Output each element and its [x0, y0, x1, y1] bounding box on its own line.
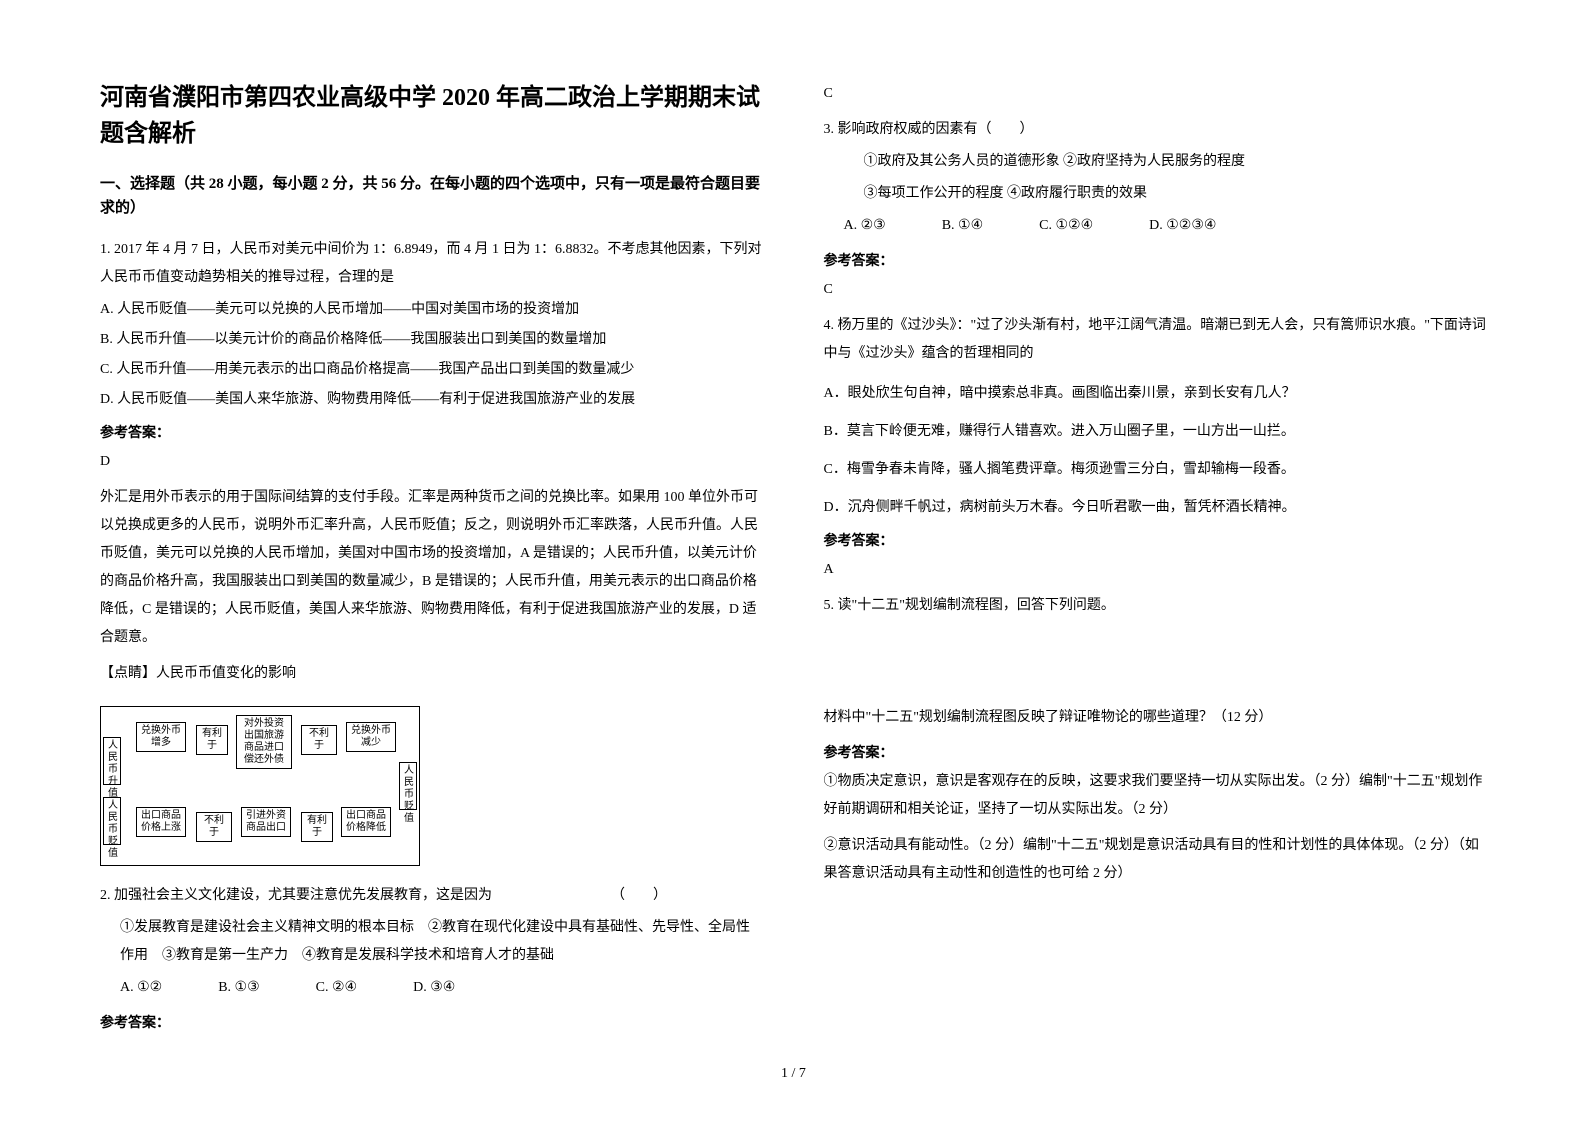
q1-opt-a: A. 人民币贬值——美元可以兑换的人民币增加——中国对美国市场的投资增加	[100, 296, 764, 324]
q1-stem: 1. 2017 年 4 月 7 日，人民币对美元中间价为 1：6.8949，而 …	[100, 236, 764, 292]
q1-answer: D	[100, 448, 764, 476]
q4-answer-label: 参考答案：	[824, 528, 1488, 556]
q5-ans2: ②意识活动具有能动性。（2 分）编制"十二五"规划是意识活动具有目的性和计划性的…	[824, 832, 1488, 888]
diagram-box1: 兑换外币增多	[136, 722, 186, 752]
left-column: 河南省濮阳市第四农业高级中学 2020 年高二政治上学期期末试题含解析 一、选择…	[100, 80, 764, 1046]
q4-opt-a: A．眼处欣生句自神，暗中摸索总非真。画图临出秦川景，亲到长安有几人？	[824, 380, 1488, 408]
q3-sub1: ①政府及其公务人员的道德形象 ②政府坚持为人民服务的程度	[824, 148, 1488, 176]
diagram-box3: 对外投资出国旅游商品进口偿还外债	[236, 715, 292, 769]
q2-sub: ①发展教育是建设社会主义精神文明的根本目标 ②教育在现代化建设中具有基础性、先导…	[100, 914, 764, 970]
q5-figure-space	[824, 624, 1488, 704]
diagram-box5: 兑换外币减少	[346, 722, 396, 752]
q4-opt-d: D．沉舟侧畔千帆过，病树前头万木春。今日听君歌一曲，暂凭杯酒长精神。	[824, 494, 1488, 522]
q3-sub2: ③每项工作公开的程度 ④政府履行职责的效果	[824, 180, 1488, 208]
q1-explanation: 外汇是用外币表示的用于国际间结算的支付手段。汇率是两种货币之间的兑换比率。如果用…	[100, 484, 764, 652]
diagram-left-bot: 人民币贬值	[103, 797, 121, 845]
q4-stem: 4. 杨万里的《过沙头》："过了沙头渐有村，地平江阔气清温。暗潮已到无人会，只有…	[824, 312, 1488, 368]
diagram-box2: 有利于	[196, 725, 228, 755]
q1-answer-label: 参考答案：	[100, 420, 764, 448]
q1-opt-c: C. 人民币升值——用美元表示的出口商品价格提高——我国产品出口到美国的数量减少	[100, 356, 764, 384]
q4-answer: A	[824, 556, 1488, 584]
page-number: 1 / 7	[100, 1066, 1487, 1082]
diagram-box6: 出口商品价格上涨	[136, 807, 186, 837]
diagram-box8: 引进外资商品出口	[241, 807, 291, 837]
q3-answer-label: 参考答案：	[824, 248, 1488, 276]
q3-opts: A. ②③ B. ①④ C. ①②④ D. ①②③④	[824, 212, 1488, 240]
q2-answer-label: 参考答案：	[100, 1010, 764, 1038]
diagram-box10: 出口商品价格降低	[341, 807, 391, 837]
doc-title: 河南省濮阳市第四农业高级中学 2020 年高二政治上学期期末试题含解析	[100, 80, 764, 152]
rmb-diagram: 人民币升值 人民币贬值 兑换外币增多 有利于 对外投资出国旅游商品进口偿还外债 …	[100, 706, 420, 866]
q2-answer: C	[824, 80, 1488, 108]
q1-opt-b: B. 人民币升值——以美元计价的商品价格降低——我国服装出口到美国的数量增加	[100, 326, 764, 354]
q3-stem: 3. 影响政府权威的因素有（ ）	[824, 116, 1488, 144]
section-header: 一、选择题（共 28 小题，每小题 2 分，共 56 分。在每小题的四个选项中，…	[100, 172, 764, 220]
diagram-left-top: 人民币升值	[103, 737, 121, 785]
q2-stem: 2. 加强社会主义文化建设，尤其要注意优先发展教育，这是因为 （ ）	[100, 882, 764, 910]
q4-opt-c: C．梅雪争春未肯降，骚人搁笔费评章。梅须逊雪三分白，雪却输梅一段香。	[824, 456, 1488, 484]
diagram-box4: 不利于	[301, 725, 337, 755]
q4-opt-b: B．莫言下岭便无难，赚得行人错喜欢。进入万山圈子里，一山方出一山拦。	[824, 418, 1488, 446]
diagram-box7: 不利于	[196, 812, 232, 842]
q5-stem: 5. 读"十二五"规划编制流程图，回答下列问题。	[824, 592, 1488, 620]
right-column: C 3. 影响政府权威的因素有（ ） ①政府及其公务人员的道德形象 ②政府坚持为…	[824, 80, 1488, 1046]
q1-point: 【点睛】人民币币值变化的影响	[100, 660, 764, 688]
q5-answer-label: 参考答案：	[824, 740, 1488, 768]
q3-answer: C	[824, 276, 1488, 304]
diagram-right: 人民币贬值	[399, 762, 417, 810]
q2-opts: A. ①② B. ①③ C. ②④ D. ③④	[100, 974, 764, 1002]
q5-sub-q: 材料中"十二五"规划编制流程图反映了辩证唯物论的哪些道理？（12 分）	[824, 704, 1488, 732]
q1-opt-d: D. 人民币贬值——美国人来华旅游、购物费用降低——有利于促进我国旅游产业的发展	[100, 386, 764, 414]
q5-ans1: ①物质决定意识，意识是客观存在的反映，这要求我们要坚持一切从实际出发。（2 分）…	[824, 768, 1488, 824]
diagram-box9: 有利于	[301, 812, 333, 842]
